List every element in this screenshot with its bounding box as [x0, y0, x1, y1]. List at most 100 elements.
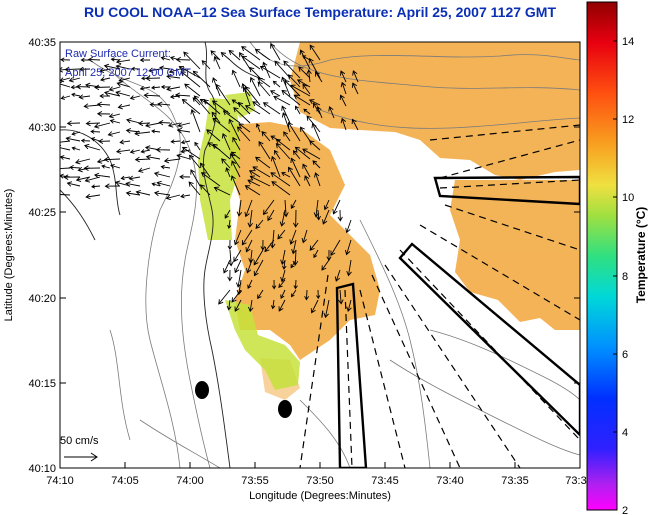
current-label: Raw Surface Current:	[65, 48, 171, 60]
current-vector	[125, 190, 141, 197]
current-vector	[241, 46, 261, 61]
y-tick-label: 40:10	[28, 463, 56, 475]
colorbar-tick-label: 10	[622, 192, 634, 204]
current-vector	[287, 74, 301, 88]
current-vector	[302, 148, 321, 160]
current-vector	[85, 193, 101, 200]
current-vector	[351, 82, 359, 95]
current-vector	[346, 259, 352, 277]
current-vector	[288, 121, 301, 142]
current-vector	[279, 209, 286, 227]
current-vector	[200, 172, 221, 187]
current-vector	[193, 95, 211, 115]
current-vector	[108, 86, 121, 92]
current-vector	[233, 229, 242, 246]
current-vector	[280, 289, 286, 299]
current-vector	[301, 229, 308, 244]
current-vector	[221, 133, 231, 151]
current-vector	[241, 55, 261, 70]
y-tick-label: 40:15	[28, 378, 56, 390]
current-vector	[274, 60, 291, 79]
current-vector	[293, 279, 298, 290]
scale-label: 50 cm/s	[60, 435, 99, 447]
current-vector	[281, 89, 301, 106]
current-vector	[247, 179, 261, 187]
current-vector	[312, 160, 321, 169]
current-vector	[298, 66, 311, 79]
current-vector	[180, 139, 191, 145]
colorbar-tick-label: 14	[622, 36, 634, 48]
current-vector	[93, 122, 111, 129]
current-vector	[309, 239, 319, 251]
current-vector	[228, 49, 241, 61]
current-vector	[316, 209, 321, 221]
colorbar-ticks	[613, 40, 617, 433]
current-vector	[108, 113, 121, 119]
current-vector	[278, 279, 286, 289]
current-vector	[188, 154, 201, 169]
current-vector	[99, 93, 111, 99]
current-vector	[337, 209, 343, 222]
current-vector	[313, 249, 319, 259]
x-tick-label: 74:05	[111, 475, 139, 487]
current-vector	[203, 99, 221, 115]
current-vector	[245, 239, 253, 253]
current-vector	[96, 111, 111, 117]
y-axis-label: Latitude (Degrees:Minutes)	[3, 189, 15, 322]
current-vector	[138, 120, 151, 127]
coastline	[60, 42, 266, 468]
current-vector	[64, 66, 81, 73]
current-vector	[190, 169, 201, 187]
current-vector	[65, 136, 81, 142]
current-vector	[234, 299, 242, 312]
current-vector	[215, 83, 231, 106]
current-vector	[249, 76, 261, 97]
current-vector	[79, 66, 91, 72]
figure-title: RU COOL NOAA–12 Sea Surface Temperature:…	[83, 4, 557, 20]
current-vector	[139, 85, 151, 91]
station-marker	[195, 381, 209, 399]
current-vector	[295, 105, 301, 115]
current-vector	[314, 71, 323, 83]
current-vector	[303, 108, 311, 115]
current-vector	[184, 83, 201, 97]
current-vector	[252, 101, 271, 115]
current-vector	[130, 66, 141, 71]
colorbar-tick-label: 2	[622, 505, 628, 515]
current-vector	[134, 130, 151, 137]
current-vector	[316, 289, 321, 300]
current-vector	[71, 92, 81, 97]
current-vector	[213, 55, 221, 70]
scale-arrow	[64, 452, 98, 462]
current-vector	[269, 229, 276, 249]
current-vector	[116, 81, 131, 88]
current-vector	[345, 219, 352, 234]
current-vector	[312, 102, 321, 115]
current-vector	[83, 143, 101, 151]
current-vector	[211, 100, 231, 115]
current-vector	[290, 289, 297, 298]
current-vector	[246, 259, 253, 274]
current-vector	[290, 84, 311, 97]
current-vector	[68, 77, 81, 83]
current-vector	[237, 101, 251, 115]
current-vector	[249, 175, 271, 187]
current-vector	[231, 69, 241, 88]
current-vector	[296, 79, 311, 88]
current-vector	[222, 110, 241, 124]
current-vector	[90, 129, 101, 134]
current-vector	[174, 92, 191, 99]
current-vector	[60, 155, 71, 160]
current-vector	[280, 249, 286, 265]
current-vector	[115, 58, 131, 65]
current-vector	[158, 119, 171, 126]
current-vector	[60, 167, 71, 170]
current-vector	[304, 289, 310, 301]
current-vector	[228, 249, 234, 267]
current-vector	[71, 131, 81, 136]
current-vector	[227, 239, 233, 250]
current-vector	[292, 209, 299, 228]
current-vector	[99, 68, 111, 73]
current-vector	[306, 69, 312, 83]
current-vector	[179, 174, 191, 180]
